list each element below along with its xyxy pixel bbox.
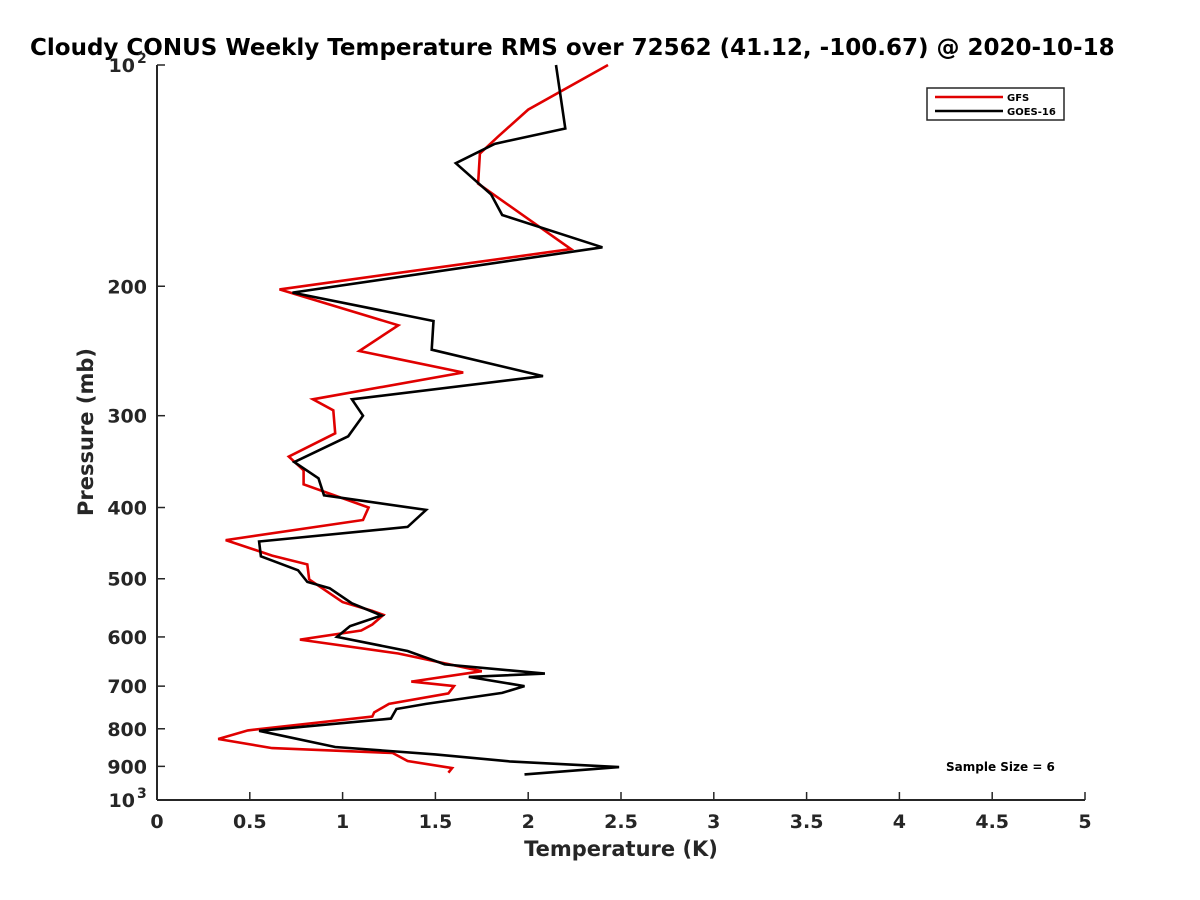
- y-tick-exponent: 2: [137, 51, 147, 67]
- y-tick-label: 400: [107, 498, 147, 520]
- x-tick-label: 1: [336, 811, 349, 833]
- series-line-gfs: [217, 63, 609, 774]
- y-tick-label: 10: [109, 55, 135, 77]
- x-ticks: 0 0.5 1 1.5 2 2.5 3 3.5 4 4.5 5: [150, 792, 1092, 833]
- y-tick-label: 600: [107, 627, 147, 649]
- x-tick-label: 0: [150, 811, 163, 833]
- series-layer: [217, 63, 620, 776]
- legend-label-gfs: GFS: [1007, 93, 1029, 104]
- x-tick-label: 3.5: [790, 811, 824, 833]
- x-tick-label: 2: [522, 811, 535, 833]
- x-tick-label: 4.5: [975, 811, 1009, 833]
- y-tick-label: 900: [107, 756, 147, 778]
- x-tick-label: 3: [707, 811, 720, 833]
- y-tick-label: 800: [107, 719, 147, 741]
- y-tick-exponent: 3: [137, 786, 147, 802]
- y-tick-label: 700: [107, 676, 147, 698]
- series-line-goes16: [257, 64, 620, 776]
- sample-size-annotation: Sample Size = 6: [946, 760, 1055, 774]
- x-tick-label: 5: [1078, 811, 1091, 833]
- legend-label-goes16: GOES-16: [1007, 107, 1056, 118]
- x-tick-label: 0.5: [233, 811, 267, 833]
- x-tick-label: 4: [893, 811, 906, 833]
- y-axis-label: Pressure (mb): [74, 348, 98, 516]
- legend: GFS GOES-16: [926, 87, 1065, 121]
- x-axis-label: Temperature (K): [524, 837, 718, 861]
- y-tick-label: 10: [109, 790, 135, 812]
- plot-area: 0 0.5 1 1.5 2 2.5 3 3.5 4 4.5 5 10 2200300400500600…: [107, 51, 1091, 833]
- y-tick-label: 200: [107, 276, 147, 298]
- y-tick-label: 300: [107, 406, 147, 428]
- x-tick-label: 2.5: [604, 811, 638, 833]
- x-tick-label: 1.5: [419, 811, 453, 833]
- legend-box: [926, 87, 1065, 121]
- y-tick-label: 500: [107, 569, 147, 591]
- chart-title: Cloudy CONUS Weekly Temperature RMS over…: [30, 35, 1115, 61]
